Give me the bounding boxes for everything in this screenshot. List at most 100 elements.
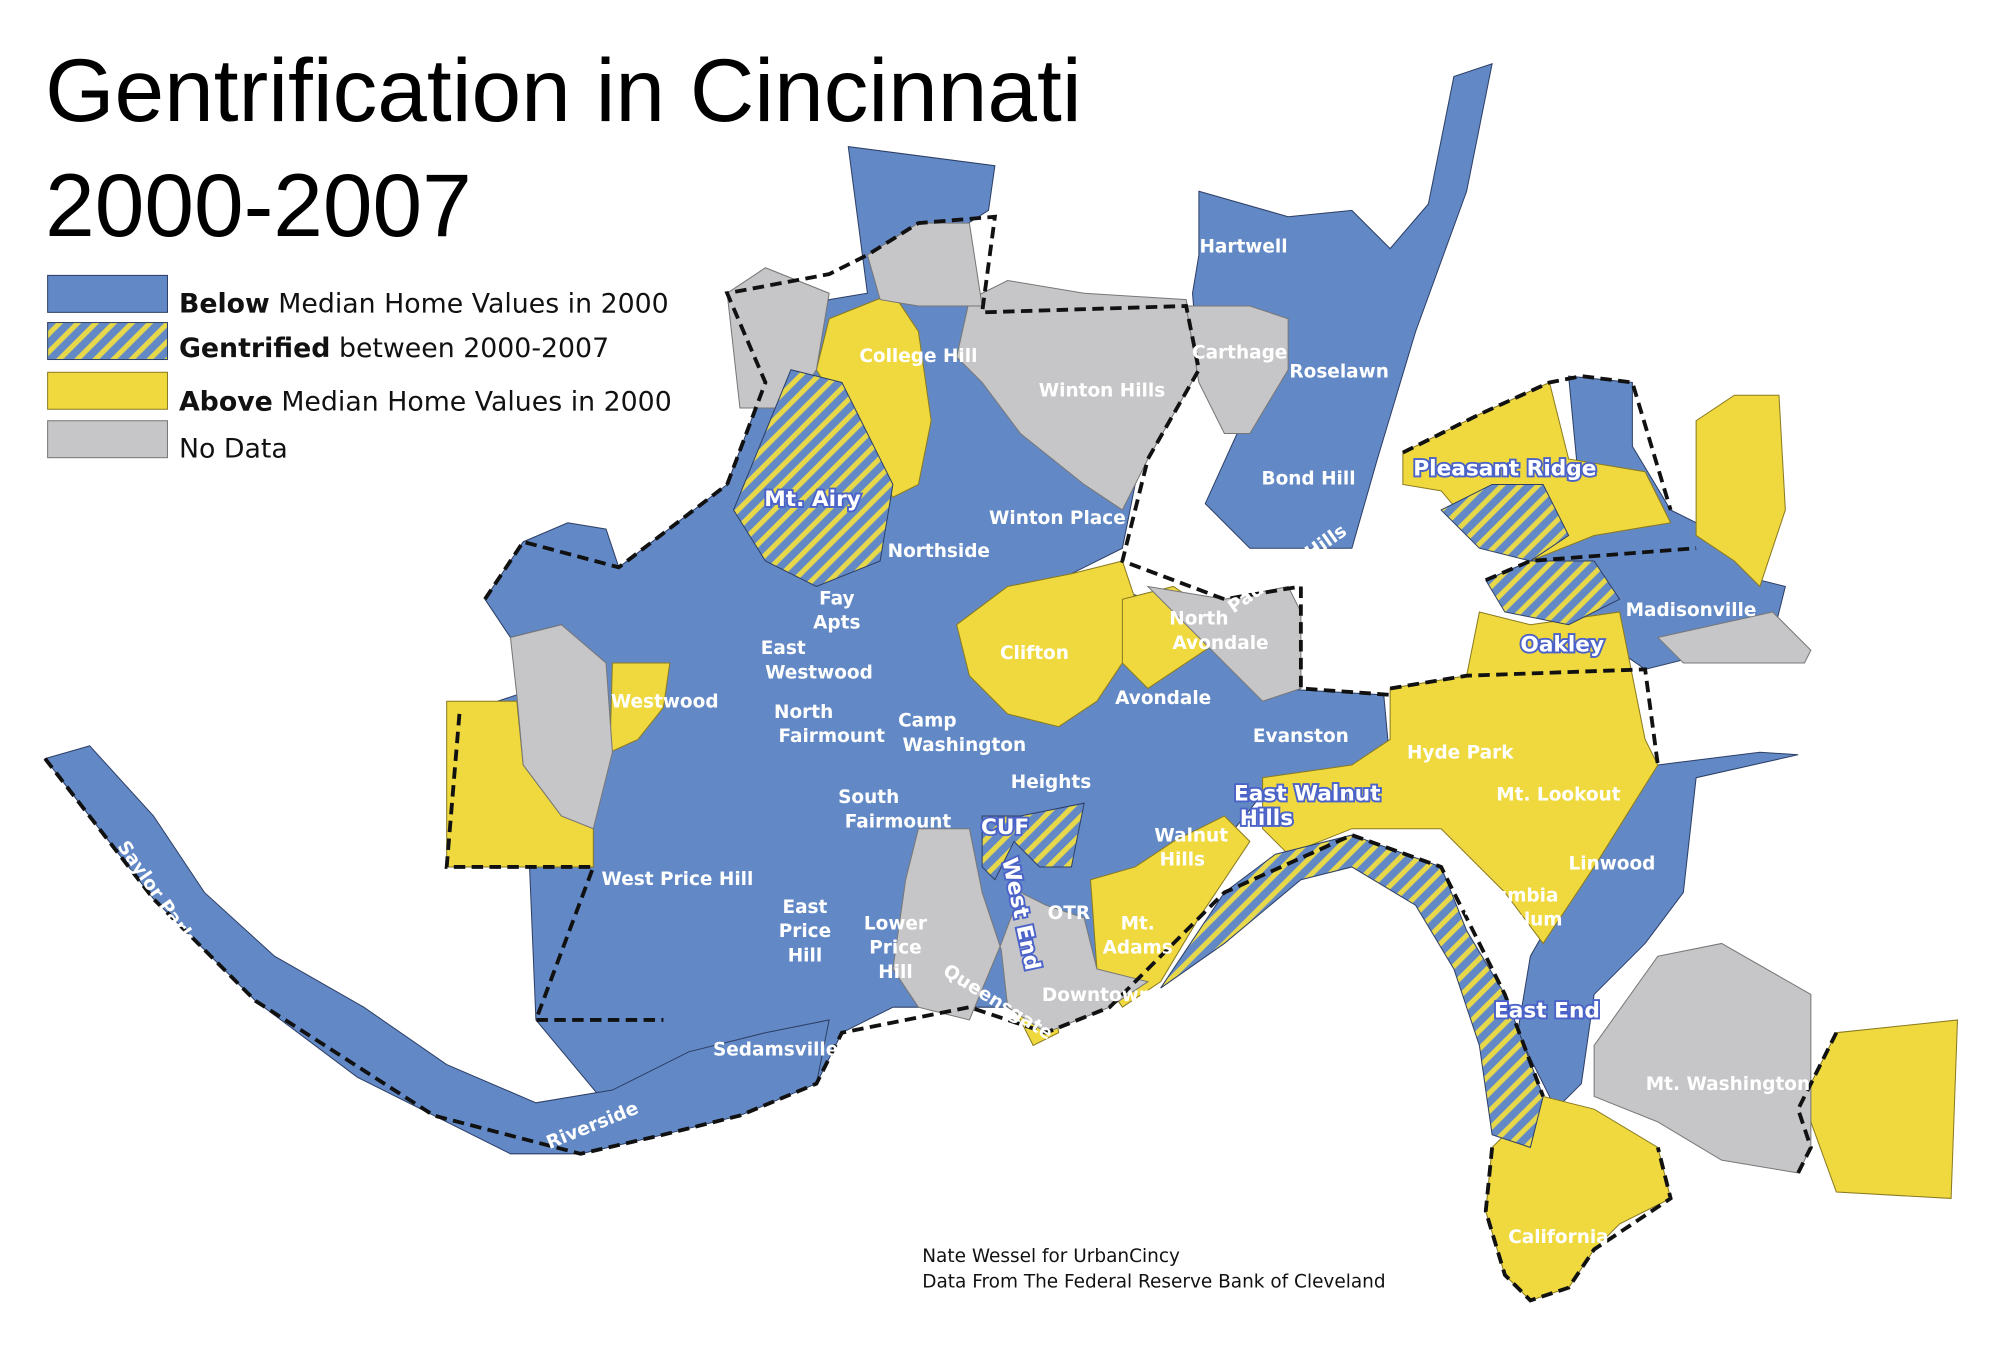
neighborhood-label: Madisonville (1626, 600, 1757, 621)
neighborhood-line: East (761, 638, 806, 659)
neighborhood-label: Columbia Tusculum (1461, 885, 1562, 930)
neighborhood-label: Bond Hill (1262, 468, 1356, 489)
neighborhood-line: North (774, 702, 833, 723)
neighborhood-label: Roselawn (1289, 361, 1388, 382)
neighborhood-label: Northside (888, 541, 990, 562)
neighborhood-line: Carthage (1192, 342, 1287, 363)
region-above (1797, 1019, 1959, 1199)
neighborhood-line: Winton Place (989, 508, 1126, 529)
neighborhood-label: Evanston (1253, 726, 1349, 747)
neighborhood-line: Adams (1103, 938, 1173, 959)
neighborhood-line: Mt. Airy (764, 487, 861, 512)
legend-label: Above Median Home Values in 2000 (179, 387, 672, 418)
neighborhood-line: Sedamsville (713, 1040, 838, 1061)
title: 2000-2007 (45, 155, 472, 255)
neighborhood-line: Avondale (1115, 688, 1211, 709)
credit: Data From The Federal Reserve Bank of Cl… (922, 1272, 1385, 1293)
neighborhood-line: Columbia (1461, 885, 1558, 906)
region-below (44, 745, 830, 1155)
neighborhood-label: West Price Hill (602, 869, 754, 890)
neighborhood-line: South (838, 787, 899, 808)
neighborhood-line: Mt. (1121, 913, 1155, 934)
neighborhood-line: Hills (1240, 806, 1293, 831)
neighborhood-line: Madisonville (1626, 600, 1757, 621)
neighborhood-line: East (782, 897, 827, 918)
neighborhood-line: Heights (1011, 772, 1092, 793)
legend: Below Median Home Values in 2000 Gentrif… (47, 274, 672, 465)
neighborhood-line: Fairmount (778, 726, 885, 747)
neighborhood-line: CUF (981, 815, 1029, 840)
neighborhood-line: North (1169, 609, 1228, 630)
neighborhood-label: Hyde Park (1407, 743, 1514, 764)
neighborhood-line: Clifton (1000, 643, 1069, 664)
neighborhood-line: Mt. Lookout (1496, 785, 1620, 806)
neighborhood-label: Hartwell (1199, 236, 1287, 257)
legend-swatch (47, 420, 168, 459)
neighborhood-line: West Price Hill (602, 869, 754, 890)
neighborhood-line: Mt. Washington (1646, 1074, 1810, 1095)
neighborhood-line: Linwood (1569, 854, 1656, 875)
neighborhood-line: Fay (819, 588, 854, 609)
neighborhood-label: Mt. Airy (764, 487, 861, 512)
neighborhood-line: Price (869, 938, 921, 959)
neighborhood-line: Washington (902, 735, 1026, 756)
neighborhood-label: OTR (1048, 903, 1091, 924)
neighborhood-line: Fairmount (845, 811, 952, 832)
neighborhood-label: Clifton (1000, 643, 1069, 664)
neighborhood-label: North Fairmount (774, 702, 885, 747)
neighborhood-label: Mt. Washington (1646, 1074, 1810, 1095)
neighborhood-line: Northside (888, 541, 990, 562)
neighborhood-label: Avondale (1115, 688, 1211, 709)
legend-bold: Above (179, 387, 273, 418)
neighborhood-label: Heights (1011, 772, 1092, 793)
neighborhood-line: Westwood (611, 692, 719, 713)
neighborhood-line: Pleasant Ridge (1413, 457, 1596, 482)
neighborhood-line: OTR (1048, 903, 1091, 924)
neighborhood-line: Downtown (1042, 985, 1152, 1006)
region-above (1262, 611, 1659, 945)
neighborhood-line: Hills (1160, 850, 1205, 871)
neighborhood-label: Westwood (611, 692, 719, 713)
neighborhood-label: Camp Washington (898, 711, 1026, 756)
legend-text: Median Home Values in 2000 (281, 387, 671, 418)
neighborhood-label: East Price Hill (779, 897, 831, 966)
neighborhood-label: East End (1494, 998, 1600, 1023)
neighborhood-label: East Walnut Hills (1234, 782, 1381, 831)
neighborhood-line: Apts (813, 613, 860, 634)
legend-swatch (47, 371, 168, 410)
neighborhood-label: South Fairmount (838, 787, 951, 832)
neighborhood-label: Downtown (1042, 985, 1152, 1006)
region-above (1485, 1095, 1672, 1302)
neighborhood-label: North Avondale (1169, 609, 1268, 654)
region-no-data (892, 828, 1150, 1034)
regions (43, 62, 1959, 1303)
neighborhood-line: East Walnut (1234, 782, 1381, 807)
neighborhood-label: Winton Place (989, 508, 1126, 529)
legend-label: Gentrified between 2000-2007 (179, 333, 609, 364)
neighborhood-line: East End (1494, 998, 1600, 1023)
region-no-data (1593, 942, 1812, 1174)
neighborhood-label: Walnut Hills (1154, 825, 1228, 870)
legend-label: Below Median Home Values in 2000 (179, 288, 669, 319)
neighborhood-line: Hill (788, 945, 822, 966)
neighborhood-label: Winton Hills (1039, 381, 1165, 402)
neighborhood-label: Carthage (1192, 342, 1287, 363)
neighborhood-line: Roselawn (1289, 361, 1388, 382)
title: Gentrification in Cincinnati (45, 40, 1082, 140)
neighborhood-label: California (1508, 1227, 1608, 1248)
region-gentrified (1160, 834, 1544, 1149)
region-no-data (1656, 611, 1812, 664)
neighborhood-line: Hill (878, 962, 912, 983)
neighborhood-line: California (1508, 1227, 1608, 1248)
legend-bold: Below (179, 288, 270, 319)
neighborhood-label: Mt. Adams (1103, 913, 1173, 958)
neighborhood-line: Evanston (1253, 726, 1349, 747)
region-above (1695, 394, 1786, 588)
neighborhood-line: Avondale (1173, 633, 1269, 654)
region-gentrified (732, 369, 894, 588)
legend-text: between 2000-2007 (339, 333, 609, 364)
neighborhood-label: Lower Price Hill (864, 913, 928, 982)
credit: Nate Wessel for UrbanCincy (922, 1246, 1180, 1267)
neighborhood-line: Oakley (1520, 632, 1604, 657)
